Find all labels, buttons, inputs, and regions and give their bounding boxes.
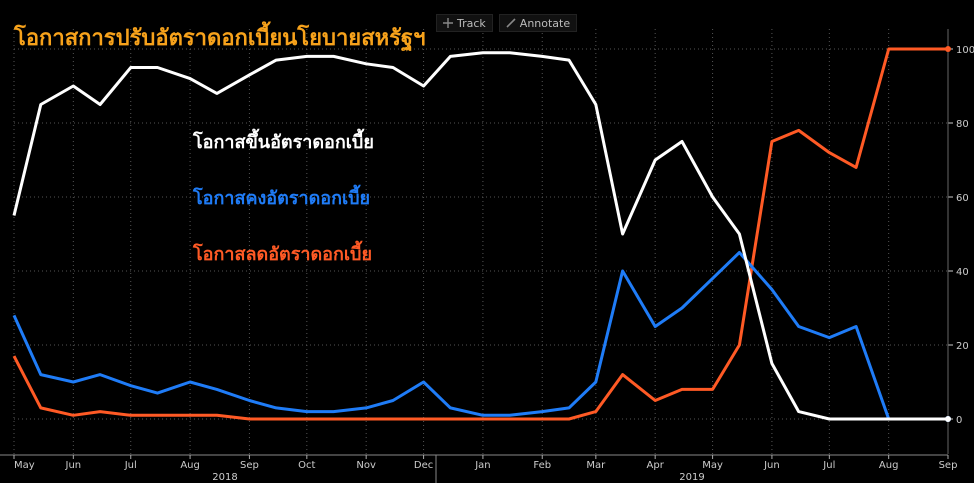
y-tick-label: 80 <box>956 119 969 130</box>
series-hike-line <box>12 51 948 421</box>
x-tick-label: Aug <box>180 460 200 471</box>
legend-hike: โอกาสขึ้นอัตราดอกเบี้ย <box>193 132 374 153</box>
x-tick-label: Sep <box>240 460 259 471</box>
crosshair-icon <box>443 18 453 28</box>
x-tick-label: May <box>702 460 723 471</box>
annotate-button[interactable]: Annotate <box>498 14 578 32</box>
x-tick-label: Jul <box>124 460 137 471</box>
x-tick-label: Aug <box>879 460 899 471</box>
x-tick-label: Sep <box>939 460 958 471</box>
x-tick-label: Apr <box>647 460 665 471</box>
chart-title: โอกาสการปรับอัตราดอกเบี้ยนโยบายสหรัฐฯ <box>14 26 426 51</box>
y-tick-label: 60 <box>956 193 969 204</box>
y-tick-label: 0 <box>956 415 962 426</box>
series-hike-end-marker <box>945 416 951 422</box>
x-tick-label: Jan <box>474 460 490 471</box>
x-year-label: 2019 <box>679 472 704 483</box>
series-cut-end-marker <box>945 46 951 52</box>
x-tick-label: May <box>14 460 35 471</box>
x-tick-label: Oct <box>298 460 315 471</box>
annotate-label: Annotate <box>519 16 571 30</box>
series-cut-line <box>12 47 948 421</box>
y-tick-label: 20 <box>956 341 969 352</box>
x-year-label: 2018 <box>212 472 237 483</box>
legend-hold: โอกาสคงอัตราดอกเบี้ย <box>193 188 371 209</box>
x-tick-label: Nov <box>356 460 376 471</box>
x-tick-label: Feb <box>533 460 551 471</box>
x-tick-label: Mar <box>586 460 606 471</box>
y-tick-label: 100 <box>956 45 974 56</box>
pencil-icon <box>506 18 516 28</box>
series-hold-line <box>12 251 948 421</box>
x-tick-label: Dec <box>414 460 433 471</box>
x-tick-label: Jul <box>822 460 835 471</box>
chart-toolbar: Track Annotate <box>436 14 578 32</box>
series-group <box>12 46 951 422</box>
track-button[interactable]: Track <box>436 14 493 32</box>
x-tick-label: Jun <box>65 460 82 471</box>
track-label: Track <box>457 16 486 30</box>
x-tick-label: Jun <box>763 460 780 471</box>
y-tick-label: 40 <box>956 267 969 278</box>
y-axis: 0 20 40 60 80 100 <box>947 29 974 454</box>
x-axis: May Jun Jul Aug Sep Oct Nov Dec Jan Feb Mar Apr May J… <box>0 454 958 483</box>
legend-cut: โอกาสลดอัตราดอกเบี้ย <box>193 244 372 265</box>
